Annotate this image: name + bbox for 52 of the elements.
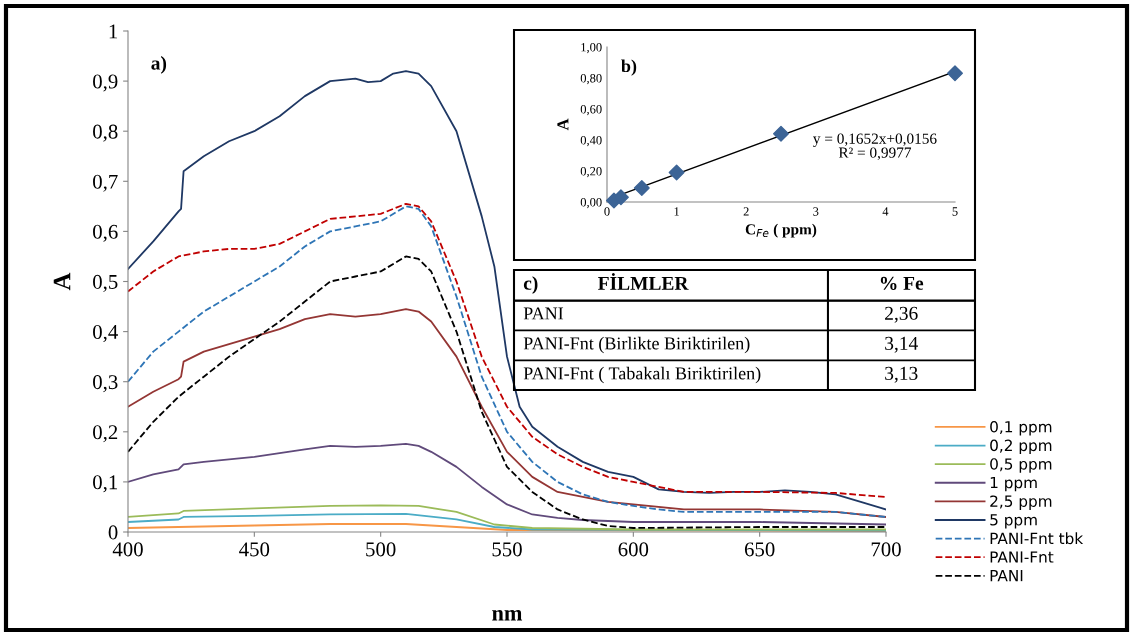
annotation: R² = 0,9977 (838, 147, 912, 160)
legend-label: PANI (990, 570, 1023, 582)
x-tick-label: 1 (674, 207, 679, 216)
y-tick-label: 0,20 (580, 167, 602, 178)
y-tick-label: 0,2 (93, 425, 118, 443)
point (773, 125, 789, 142)
point (633, 180, 650, 197)
x-tick-label: 400 (112, 542, 143, 557)
y-tick-label: 1,00 (581, 43, 602, 54)
x-axis-title: C$_{Fe}$ ( ppm) (745, 223, 817, 238)
y-axis-title: A (53, 272, 71, 291)
x-tick-label: 2 (743, 207, 749, 216)
y-tick-label: 0,00 (580, 198, 602, 209)
legend-label: 0,2 ppm (990, 439, 1052, 455)
legend-label: PANI-Fnt (990, 551, 1054, 563)
legend-label: 2,5 ppm (990, 495, 1052, 510)
legend-label: 1 ppm (990, 476, 1037, 492)
y-tick-label: 0,7 (93, 174, 118, 192)
line-series (128, 442, 886, 526)
y-tick-label: 0,60 (580, 105, 602, 116)
x-tick-label: 0 (604, 207, 610, 216)
y-tick-label: 0,5 (93, 274, 118, 292)
x-tick-label: 3 (813, 207, 819, 216)
x-tick-label: 550 (492, 542, 522, 557)
x-tick-label: 500 (366, 542, 396, 557)
point (668, 164, 685, 181)
y-tick-label: 0,6 (93, 224, 118, 242)
y-tick-label: 0,3 (93, 375, 118, 393)
legend-label: PANI-Fnt tbk (990, 532, 1084, 545)
y-tick-label: 0,9 (93, 74, 118, 92)
y-tick-label: 0 (108, 525, 118, 540)
point (947, 65, 963, 82)
x-tick-label: 700 (871, 542, 901, 557)
legend-label: 0,5 ppm (990, 458, 1052, 473)
x-tick-label: 4 (882, 207, 889, 216)
x-tick-label: 5 (952, 207, 958, 216)
y-tick-label: 0,80 (580, 74, 602, 85)
annotation: b) (621, 59, 637, 76)
x-axis-title: nm (492, 610, 523, 621)
x-tick-label: 600 (618, 542, 649, 557)
x-tick-label: 650 (744, 542, 775, 557)
annotation: a) (151, 56, 167, 74)
y-tick-label: 0,1 (93, 475, 118, 493)
y-axis-title: A (557, 118, 569, 131)
legend-label: 5 ppm (990, 514, 1037, 529)
y-tick-label: 0,8 (93, 124, 118, 142)
y-tick-label: 0,40 (580, 136, 602, 147)
annotation: y = 0,1652x+0,0156 (813, 133, 937, 147)
x-tick-label: 450 (239, 542, 270, 557)
y-tick-label: 0,4 (93, 324, 118, 343)
legend-label: 0,1 ppm (990, 420, 1052, 436)
y-tick-label: 1 (109, 24, 118, 39)
